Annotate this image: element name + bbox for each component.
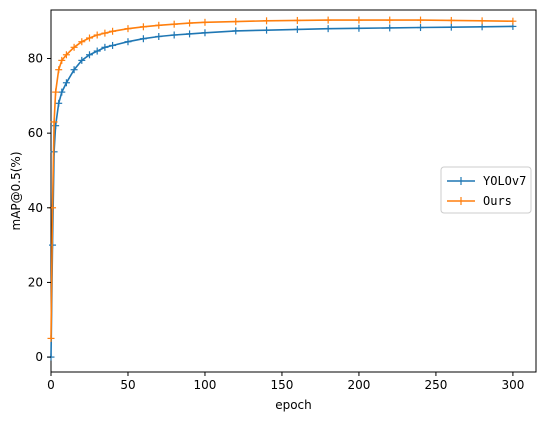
- series-point-ours: [478, 17, 486, 25]
- series-point-yolov7: [478, 23, 486, 31]
- series-point-yolov7: [124, 38, 132, 46]
- x-tick-label: 0: [47, 378, 55, 392]
- series-layer: [47, 16, 517, 361]
- series-point-yolov7: [386, 24, 394, 32]
- series-point-ours: [109, 27, 117, 35]
- series-point-yolov7: [355, 24, 363, 32]
- series-point-ours: [50, 118, 58, 126]
- series-point-ours: [509, 17, 517, 25]
- x-tick-label: 150: [270, 378, 293, 392]
- series-point-ours: [62, 51, 70, 59]
- series-point-yolov7: [293, 25, 301, 33]
- x-tick-label: 300: [501, 378, 524, 392]
- x-axis-title: epoch: [275, 398, 312, 412]
- series-point-ours: [139, 23, 147, 31]
- legend: YOLOv7 Ours: [440, 166, 532, 214]
- series-point-ours: [47, 334, 55, 342]
- series-point-yolov7: [139, 35, 147, 43]
- series-point-ours: [58, 56, 66, 64]
- series-point-yolov7: [324, 25, 332, 33]
- y-tick-label: 80: [28, 52, 43, 66]
- series-point-yolov7: [155, 32, 163, 40]
- series-point-yolov7: [85, 51, 93, 59]
- series-point-yolov7: [58, 88, 66, 96]
- series-point-ours: [201, 18, 209, 26]
- series-point-yolov7: [109, 41, 117, 49]
- series-point-ours: [55, 66, 63, 74]
- y-tick-label: 20: [28, 275, 43, 289]
- series-point-yolov7: [101, 43, 109, 51]
- series-point-ours: [155, 21, 163, 29]
- axes-layer: 0 50 100 150 200 250 300 0 20 40 60 80: [28, 52, 525, 392]
- series-point-yolov7: [62, 79, 70, 87]
- x-tick-label: 100: [194, 378, 217, 392]
- series-point-yolov7: [170, 31, 178, 39]
- series-point-yolov7: [93, 47, 101, 55]
- series-point-ours: [52, 88, 60, 96]
- series-point-ours: [386, 16, 394, 24]
- y-axis-title: mAP@0.5(%): [9, 152, 23, 231]
- series-point-ours: [232, 18, 240, 26]
- series-point-yolov7: [447, 23, 455, 31]
- y-tick-label: 60: [28, 126, 43, 140]
- series-point-ours: [417, 16, 425, 24]
- series-point-yolov7: [55, 99, 63, 107]
- series-point-ours: [447, 16, 455, 24]
- legend-label-yolov7: YOLOv7: [483, 174, 526, 188]
- series-point-ours: [263, 17, 271, 25]
- series-point-ours: [70, 43, 78, 51]
- x-tick-label: 200: [347, 378, 370, 392]
- series-point-yolov7: [78, 56, 86, 64]
- series-point-ours: [355, 16, 363, 24]
- x-tick-label: 50: [120, 378, 135, 392]
- series-point-yolov7: [232, 27, 240, 35]
- series-point-ours: [186, 19, 194, 27]
- y-tick-label: 40: [28, 201, 43, 215]
- series-point-ours: [124, 25, 132, 33]
- series-point-ours: [85, 34, 93, 42]
- series-point-ours: [101, 29, 109, 37]
- legend-label-ours: Ours: [483, 194, 512, 208]
- series-point-ours: [293, 16, 301, 24]
- series-point-yolov7: [70, 66, 78, 74]
- series-point-ours: [78, 38, 86, 46]
- series-point-yolov7: [186, 30, 194, 38]
- series-point-ours: [324, 16, 332, 24]
- x-tick-label: 250: [424, 378, 447, 392]
- series-point-ours: [93, 31, 101, 39]
- series-point-yolov7: [263, 26, 271, 34]
- series-point-yolov7: [201, 29, 209, 37]
- series-point-ours: [170, 20, 178, 28]
- y-tick-label: 0: [35, 350, 43, 364]
- series-point-yolov7: [417, 24, 425, 32]
